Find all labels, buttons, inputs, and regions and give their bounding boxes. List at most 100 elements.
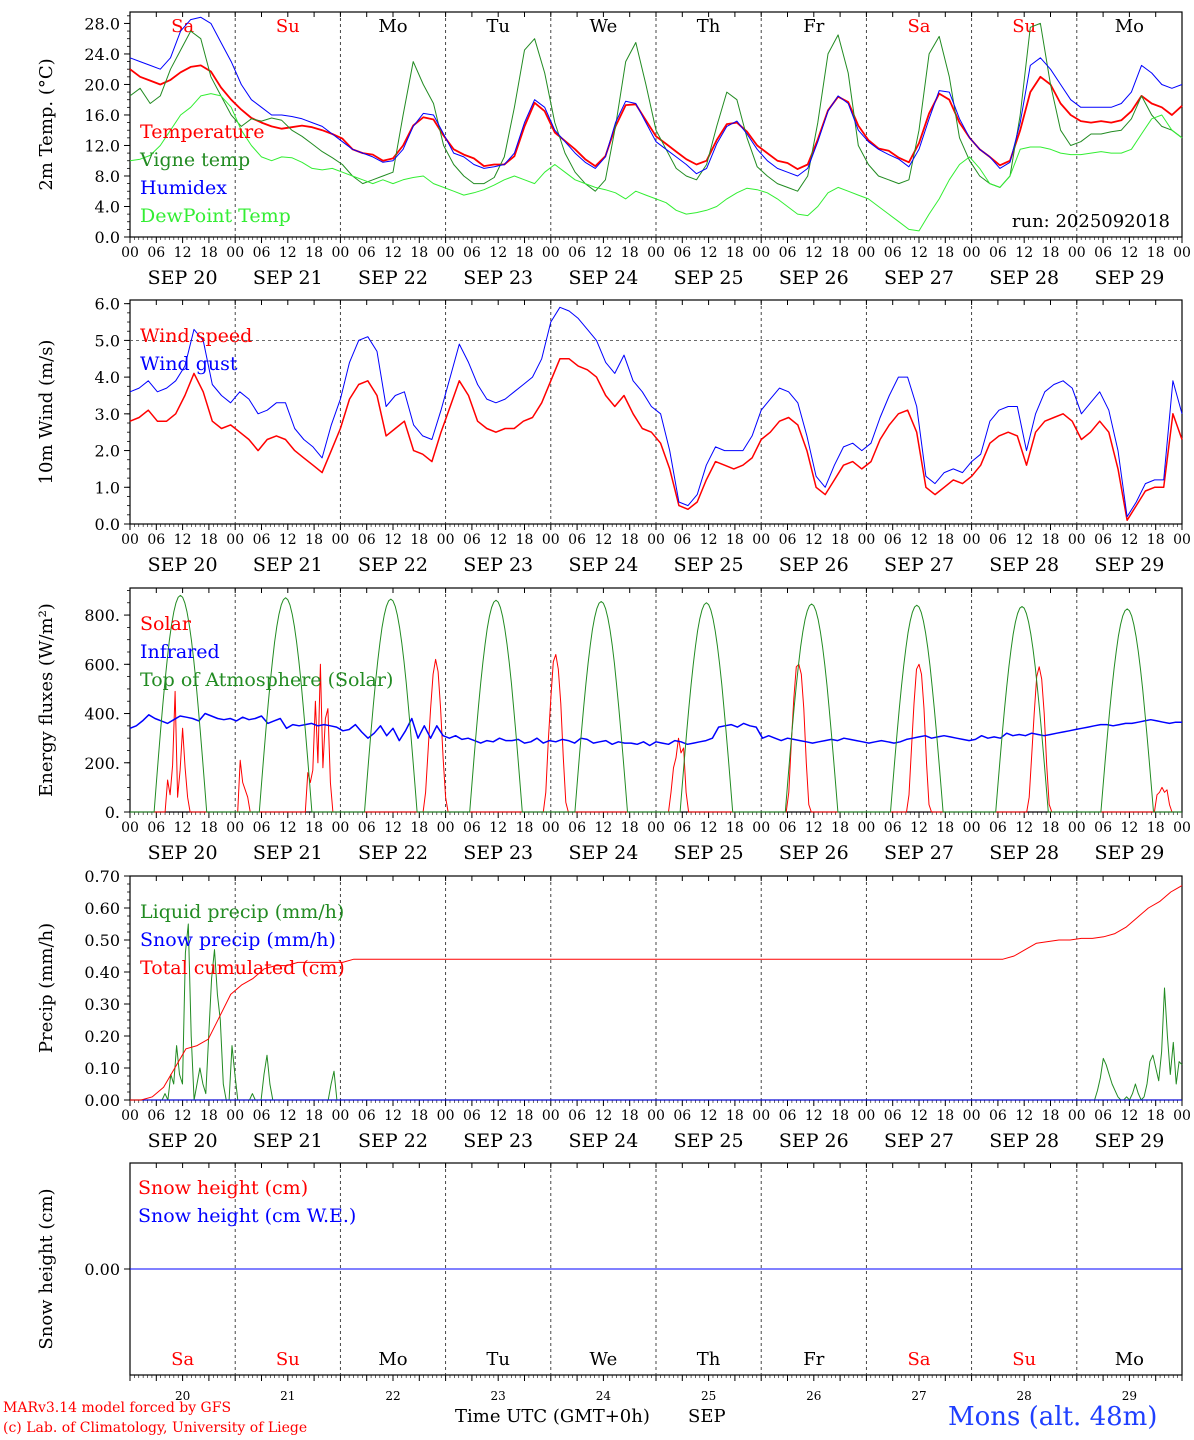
x-hour-label: 18: [726, 1108, 744, 1124]
series-line-wind-gust: [129, 306, 1183, 518]
x-hour-label: 00: [752, 245, 770, 261]
y-axis-title: 2m Temp. (°C): [36, 58, 57, 190]
x-hour-label: 00: [857, 245, 875, 261]
x-hour-label: 12: [805, 820, 823, 836]
x-hour-label: 00: [121, 245, 139, 261]
legend-entry: Wind speed: [140, 325, 252, 347]
x-date-label: SEP 28: [989, 267, 1059, 289]
x-hour-label: 18: [516, 820, 534, 836]
day-number-label: 29: [1122, 1389, 1137, 1403]
x-hour-label: 00: [857, 532, 875, 548]
weekday-label: Mo: [378, 16, 407, 37]
x-hour-label: 18: [831, 532, 849, 548]
x-hour-label: 00: [752, 1108, 770, 1124]
y-tick-label: 0.: [105, 803, 120, 822]
y-axis-title: 10m Wind (m/s): [36, 340, 57, 485]
legend-entry: Temperature: [140, 121, 264, 143]
x-hour-label: 00: [226, 820, 244, 836]
x-hour-label: 12: [384, 245, 402, 261]
x-hour-label: 00: [437, 245, 455, 261]
x-date-label: SEP 27: [884, 842, 954, 864]
x-hour-label: 12: [594, 1108, 612, 1124]
y-axis-title: Snow height (cm): [36, 1188, 57, 1349]
x-hour-label: 06: [989, 532, 1007, 548]
x-hour-label: 00: [437, 820, 455, 836]
y-tick-label: 0.0: [95, 515, 120, 534]
weekday-label: Sa: [171, 16, 194, 37]
x-hour-label: 06: [673, 820, 691, 836]
x-date-label: SEP 23: [463, 1130, 533, 1152]
x-hour-label: 12: [700, 532, 718, 548]
x-hour-label: 18: [831, 820, 849, 836]
y-tick-label: 5.0: [95, 331, 120, 350]
x-hour-label: 00: [1173, 820, 1191, 836]
x-date-label: SEP 25: [674, 842, 744, 864]
weekday-label: Mo: [1115, 16, 1144, 37]
x-hour-label: 18: [200, 532, 218, 548]
x-hour-label: 06: [568, 245, 586, 261]
y-tick-label: 0.60: [84, 899, 120, 918]
x-hour-label: 00: [752, 532, 770, 548]
x-hour-label: 18: [936, 532, 954, 548]
weekday-label: We: [590, 16, 618, 37]
x-date-label: SEP 28: [989, 554, 1059, 576]
y-tick-label: 0.20: [84, 1027, 120, 1046]
x-hour-label: 00: [226, 532, 244, 548]
x-hour-label: 18: [621, 245, 639, 261]
series-line-total-cumulated-cm-: [130, 885, 1183, 1101]
x-hour-label: 00: [542, 245, 560, 261]
x-date-label: SEP 28: [989, 842, 1059, 864]
x-hour-label: 00: [857, 820, 875, 836]
weekday-label: Th: [697, 1349, 721, 1370]
x-hour-label: 12: [700, 820, 718, 836]
x-hour-label: 12: [910, 820, 928, 836]
x-hour-label: 06: [358, 820, 376, 836]
x-date-label: SEP 27: [884, 267, 954, 289]
x-hour-label: 18: [726, 820, 744, 836]
x-hour-label: 00: [1068, 1108, 1086, 1124]
legend-entry: Infrared: [140, 641, 220, 663]
x-axis-month: SEP: [688, 1406, 726, 1427]
x-hour-label: 00: [752, 820, 770, 836]
x-date-label: SEP 24: [568, 842, 638, 864]
weekday-label: Mo: [378, 1349, 407, 1370]
x-hour-label: 00: [542, 820, 560, 836]
x-axis-title: Time UTC (GMT+0h): [455, 1406, 650, 1427]
y-tick-label: 600.: [84, 655, 120, 674]
series-line-top-of-atmosphere-solar-: [130, 594, 1182, 813]
x-hour-label: 06: [147, 532, 165, 548]
x-hour-label: 06: [884, 820, 902, 836]
y-tick-label: 2.0: [95, 442, 120, 461]
x-hour-label: 00: [1173, 532, 1191, 548]
x-date-label: SEP 22: [358, 554, 428, 576]
weekday-label: Sa: [907, 1349, 930, 1370]
legend-entry: Humidex: [140, 177, 227, 199]
y-tick-label: 20.0: [84, 75, 120, 94]
x-hour-label: 18: [831, 245, 849, 261]
panel-frame-temp: [129, 11, 1183, 238]
y-axis-title: Precip (mm/h): [36, 923, 57, 1053]
legend-entry: Snow precip (mm/h): [140, 929, 336, 951]
x-hour-label: 18: [305, 532, 323, 548]
x-hour-label: 06: [253, 245, 271, 261]
x-hour-label: 18: [1042, 245, 1060, 261]
x-hour-label: 06: [147, 820, 165, 836]
y-tick-label: 200.: [84, 754, 120, 773]
x-date-label: SEP 21: [253, 1130, 323, 1152]
y-tick-label: 0.00: [84, 1260, 120, 1279]
x-hour-label: 18: [200, 1108, 218, 1124]
panel-frame-wind: [129, 299, 1183, 525]
legend-entry: Snow height (cm W.E.): [138, 1205, 356, 1227]
x-hour-label: 18: [1147, 245, 1165, 261]
x-hour-label: 06: [358, 245, 376, 261]
x-hour-label: 12: [1120, 245, 1138, 261]
x-hour-label: 06: [147, 245, 165, 261]
x-hour-label: 12: [700, 1108, 718, 1124]
x-hour-label: 12: [174, 820, 192, 836]
y-tick-label: 0.00: [84, 1091, 120, 1110]
x-hour-label: 00: [542, 1108, 560, 1124]
x-hour-label: 00: [331, 245, 349, 261]
series-line-dewpoint-temp: [129, 93, 1183, 232]
x-hour-label: 18: [1042, 820, 1060, 836]
y-tick-label: 28.0: [84, 14, 120, 33]
